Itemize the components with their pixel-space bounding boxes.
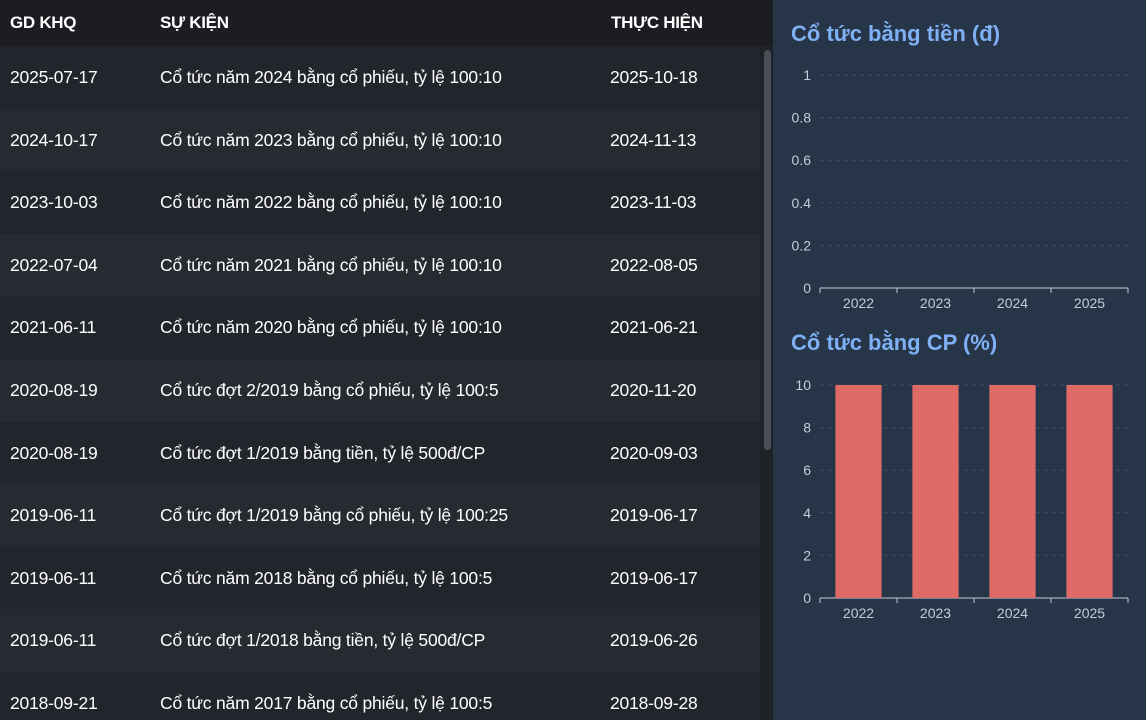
- ex-date-cell: 2019-06-11: [10, 567, 97, 588]
- stock-dividend-chart: 0 2 4 6 8 10 2022 2023 2024 2025: [795, 377, 1129, 621]
- event-cell: Cổ tức đợt 1/2018 bằng tiền, tỷ lệ 500đ/…: [160, 630, 486, 651]
- header-event[interactable]: SỰ KIỆN: [160, 13, 229, 32]
- y-tick-label: 0: [803, 280, 811, 296]
- bar-2023[interactable]: [912, 385, 959, 598]
- table-row[interactable]: 2025-07-17 Cổ tức năm 2024 bằng cổ phiếu,…: [0, 46, 760, 109]
- x-tick-label: 2023: [920, 605, 951, 621]
- event-cell: Cổ tức năm 2021 bằng cổ phiếu, tỷ lệ 100…: [160, 254, 502, 275]
- execution-date-cell: 2019-06-17: [610, 505, 698, 526]
- ex-date-cell: 2021-06-11: [10, 317, 97, 338]
- y-tick-label: 6: [803, 462, 811, 478]
- table-body: 2025-07-17 Cổ tức năm 2024 bằng cổ phiếu,…: [0, 46, 760, 720]
- y-tick-label: 0.8: [792, 110, 812, 126]
- table-row[interactable]: 2018-09-21 Cổ tức năm 2017 bằng cổ phiếu,…: [0, 671, 760, 720]
- ex-date-cell: 2020-08-19: [10, 442, 98, 463]
- y-tick-label: 1: [803, 67, 811, 83]
- dividend-charts-panel: Cổ tức bằng tiền (đ) 0 0.2 0.4 0.6 0.8 1 2022 2…: [773, 0, 1146, 720]
- event-cell: Cổ tức năm 2018 bằng cổ phiếu, tỷ lệ 100…: [160, 567, 493, 588]
- y-tick-label: 0: [803, 590, 811, 606]
- execution-date-cell: 2020-09-03: [610, 442, 698, 463]
- execution-date-cell: 2024-11-13: [610, 129, 697, 150]
- table-row[interactable]: 2019-06-11 Cổ tức đợt 1/2019 bằng cổ phiế…: [0, 484, 760, 547]
- dividend-events-table: GD KHQ SỰ KIỆN THỰC HIỆN 2025-07-17 Cổ tứ…: [0, 0, 773, 720]
- scrollbar-thumb[interactable]: [764, 50, 771, 450]
- y-tick-label: 0.2: [792, 237, 812, 253]
- table-header: GD KHQ SỰ KIỆN THỰC HIỆN: [0, 0, 773, 46]
- y-tick-label: 4: [803, 505, 811, 521]
- bar-2025[interactable]: [1066, 385, 1113, 598]
- bar-2022[interactable]: [835, 385, 882, 598]
- x-tick-label: 2024: [997, 605, 1028, 621]
- execution-date-cell: 2023-11-03: [610, 192, 697, 213]
- table-row[interactable]: 2022-07-04 Cổ tức năm 2021 bằng cổ phiếu,…: [0, 233, 760, 297]
- y-tick-label: 10: [795, 377, 811, 393]
- header-execution-date[interactable]: THỰC HIỆN: [611, 13, 703, 32]
- ex-date-cell: 2023-10-03: [10, 192, 98, 213]
- ex-date-cell: 2022-07-04: [10, 254, 98, 275]
- ex-date-cell: 2025-07-17: [10, 67, 98, 87]
- ex-date-cell: 2019-06-11: [10, 630, 97, 651]
- table-row[interactable]: 2021-06-11 Cổ tức năm 2020 bằng cổ phiếu,…: [0, 296, 760, 359]
- cash-dividend-chart: 0 0.2 0.4 0.6 0.8 1 2022 2023 2024 2025: [792, 67, 1129, 311]
- execution-date-cell: 2018-09-28: [610, 692, 698, 713]
- event-cell: Cổ tức đợt 1/2019 bằng cổ phiếu, tỷ lệ 1…: [160, 505, 508, 526]
- event-cell: Cổ tức đợt 2/2019 bằng cổ phiếu, tỷ lệ 1…: [160, 379, 499, 400]
- y-tick-label: 0.6: [792, 152, 812, 168]
- ex-date-cell: 2019-06-11: [10, 505, 97, 526]
- x-tick-label: 2023: [920, 295, 951, 311]
- y-tick-label: 2: [803, 547, 811, 563]
- table-row[interactable]: 2019-06-11 Cổ tức đợt 1/2018 bằng tiền, t…: [0, 609, 760, 672]
- stock-dividend-chart-title: Cổ tức bằng CP (%): [791, 330, 998, 355]
- x-tick-label: 2025: [1074, 295, 1105, 311]
- table-row[interactable]: 2020-08-19 Cổ tức đợt 2/2019 bằng cổ phiế…: [0, 358, 760, 422]
- table-row[interactable]: 2024-10-17 Cổ tức năm 2023 bằng cổ phiếu,…: [0, 108, 760, 172]
- ex-date-cell: 2024-10-17: [10, 129, 98, 150]
- y-tick-label: 0.4: [792, 195, 812, 211]
- ex-date-cell: 2020-08-19: [10, 379, 98, 400]
- y-tick-label: 8: [803, 420, 811, 436]
- execution-date-cell: 2019-06-17: [610, 567, 698, 588]
- x-tick-label: 2022: [843, 295, 874, 311]
- execution-date-cell: 2019-06-26: [610, 630, 698, 651]
- event-cell: Cổ tức đợt 1/2019 bằng tiền, tỷ lệ 500đ/…: [160, 442, 486, 463]
- bar-2024[interactable]: [989, 385, 1036, 598]
- table-row[interactable]: 2020-08-19 Cổ tức đợt 1/2019 bằng tiền, t…: [0, 421, 760, 485]
- execution-date-cell: 2021-06-21: [610, 317, 698, 338]
- header-ex-date[interactable]: GD KHQ: [10, 13, 77, 32]
- ex-date-cell: 2018-09-21: [10, 692, 98, 713]
- x-tick-label: 2025: [1074, 605, 1105, 621]
- event-cell: Cổ tức năm 2024 bằng cổ phiếu, tỷ lệ 100…: [160, 67, 502, 87]
- execution-date-cell: 2025-10-18: [610, 67, 698, 87]
- x-tick-label: 2024: [997, 295, 1028, 311]
- event-cell: Cổ tức năm 2017 bằng cổ phiếu, tỷ lệ 100…: [160, 692, 493, 713]
- event-cell: Cổ tức năm 2020 bằng cổ phiếu, tỷ lệ 100…: [160, 317, 502, 338]
- x-tick-label: 2022: [843, 605, 874, 621]
- table-row[interactable]: 2019-06-11 Cổ tức năm 2018 bằng cổ phiếu,…: [0, 546, 760, 610]
- execution-date-cell: 2022-08-05: [610, 254, 698, 275]
- event-cell: Cổ tức năm 2023 bằng cổ phiếu, tỷ lệ 100…: [160, 129, 502, 150]
- event-cell: Cổ tức năm 2022 bằng cổ phiếu, tỷ lệ 100…: [160, 192, 502, 213]
- table-row[interactable]: 2023-10-03 Cổ tức năm 2022 bằng cổ phiếu,…: [0, 171, 760, 234]
- cash-dividend-chart-title: Cổ tức bằng tiền (đ): [791, 21, 1001, 46]
- execution-date-cell: 2020-11-20: [610, 379, 697, 400]
